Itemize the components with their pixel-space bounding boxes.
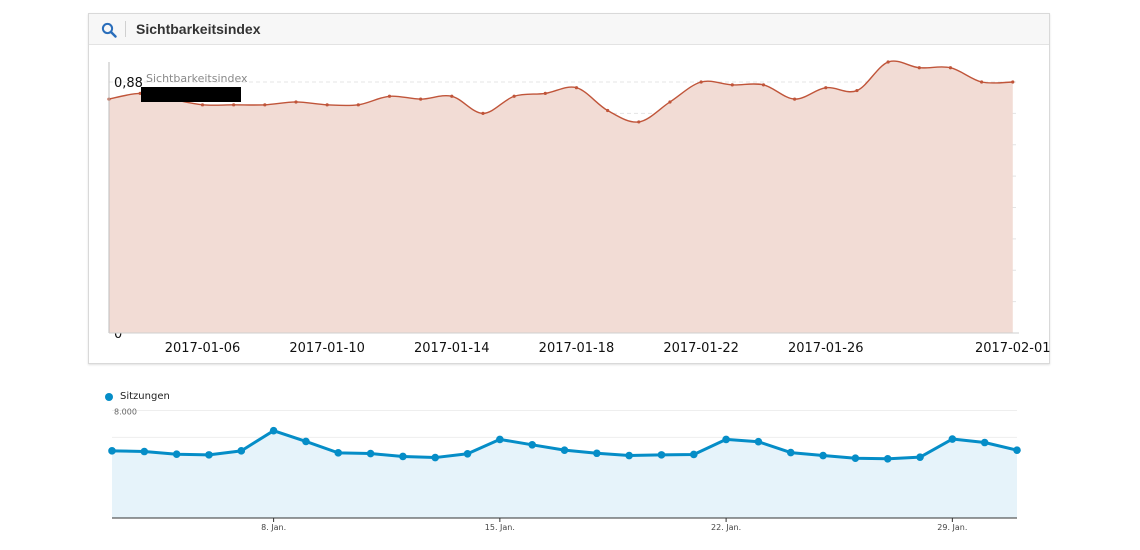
sessions-point <box>819 451 827 460</box>
x-tick-label: 15. Jan. <box>485 523 515 532</box>
visibility-point <box>886 60 890 64</box>
sessions-point <box>883 454 892 463</box>
x-tick-label: 2017-01-06 <box>165 341 241 356</box>
sessions-point <box>463 449 472 458</box>
sessions-point <box>334 449 343 457</box>
sessions-point <box>689 450 698 459</box>
redaction-bar <box>141 87 241 102</box>
sessions-point <box>625 451 633 460</box>
sessions-point <box>366 449 375 458</box>
sessions-area <box>112 430 1017 518</box>
visibility-point <box>980 80 984 84</box>
visibility-point <box>419 97 423 101</box>
visibility-point <box>512 94 516 98</box>
sessions-legend-label: Sitzungen <box>120 391 170 402</box>
sessions-point <box>754 437 763 446</box>
visibility-point <box>793 97 797 101</box>
x-tick-label: 2017-01-14 <box>414 341 490 356</box>
visibility-point <box>730 83 734 87</box>
visibility-point <box>668 100 672 104</box>
visibility-point <box>543 91 547 96</box>
visibility-point <box>917 66 921 70</box>
visibility-point <box>761 83 766 87</box>
sessions-point <box>948 435 957 443</box>
visibility-point <box>574 86 579 90</box>
sessions-legend-marker <box>105 393 113 401</box>
visibility-point <box>294 100 298 104</box>
visibility-point <box>387 94 392 98</box>
sessions-point <box>237 447 246 455</box>
sessions-point <box>205 451 213 459</box>
sessions-point <box>722 435 730 444</box>
sessions-point <box>108 447 116 455</box>
visibility-point <box>325 103 329 107</box>
sessions-point <box>560 446 569 454</box>
visibility-point <box>481 111 485 115</box>
sessions-point <box>851 454 860 463</box>
x-tick-label: 29. Jan. <box>937 523 967 532</box>
visibility-point <box>637 120 641 124</box>
visibility-area <box>109 61 1013 333</box>
header-separator <box>125 21 126 37</box>
sessions-point <box>528 440 536 449</box>
visibility-legend-label: Sichtbarkeitsindex <box>146 72 248 85</box>
sessions-point <box>269 426 278 435</box>
sessions-point <box>1013 446 1021 454</box>
x-tick-label: 2017-01-22 <box>663 341 739 356</box>
visibility-point <box>699 80 703 84</box>
search-icon[interactable] <box>101 22 117 38</box>
sessions-point <box>916 453 924 461</box>
visibility-point <box>450 94 454 98</box>
visibility-point <box>824 86 828 90</box>
visibility-point <box>1011 80 1015 84</box>
sessions-point <box>786 448 795 457</box>
x-tick-label: 8. Jan. <box>261 523 286 532</box>
x-tick-label: 2017-01-18 <box>539 341 615 356</box>
visibility-series-line <box>108 60 1013 123</box>
sessions-point <box>172 450 181 458</box>
visibility-point <box>356 103 360 107</box>
sessions-point <box>140 447 149 456</box>
visibility-point <box>855 88 859 93</box>
visibility-point <box>948 66 953 70</box>
x-tick-label: 22. Jan. <box>711 523 741 532</box>
sessions-point <box>302 437 310 446</box>
visibility-point <box>138 91 142 96</box>
visibility-chart: 00,110,220,330,440,550,660,770,882017-01… <box>107 60 1051 356</box>
y-tick-label: 0 <box>114 327 122 342</box>
y-tick-label: 0,88 <box>114 76 143 91</box>
sessions-point <box>431 453 440 462</box>
visibility-point <box>232 103 236 107</box>
sessions-point <box>496 435 504 444</box>
visibility-point <box>606 108 610 113</box>
y-tick-label: 8.000 <box>114 408 137 417</box>
panel-header: Sichtbarkeitsindex <box>89 14 1049 45</box>
sessions-point <box>657 451 666 459</box>
panel-title: Sichtbarkeitsindex <box>136 21 261 37</box>
x-tick-label: 2017-02-01 <box>975 341 1051 356</box>
x-tick-label: 2017-01-26 <box>788 341 864 356</box>
sessions-point <box>980 438 989 447</box>
visibility-point <box>263 103 267 107</box>
sessions-point <box>399 452 407 461</box>
sessions-point <box>593 449 601 458</box>
x-tick-label: 2017-01-10 <box>289 341 365 356</box>
visibility-point <box>200 103 205 107</box>
